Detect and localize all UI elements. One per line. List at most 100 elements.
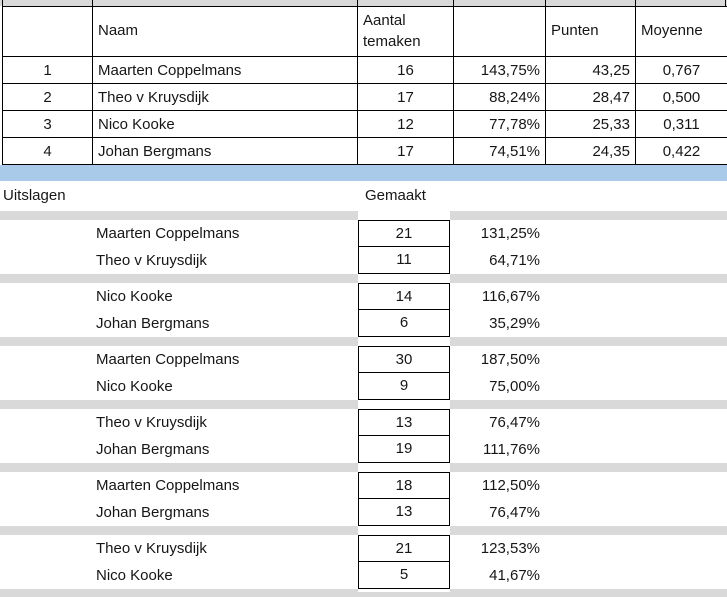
made-value-cell[interactable]: 19 <box>358 436 450 463</box>
points-cell[interactable]: 24,35 <box>545 137 636 165</box>
header-rank-cell[interactable] <box>2 6 93 57</box>
rank-cell[interactable]: 1 <box>2 56 93 84</box>
player-name-cell[interactable]: Theo v Kruysdijk <box>96 414 207 431</box>
percentage-cell[interactable]: 111,76% <box>483 441 540 458</box>
match-group: Maarten Coppelmans 21 131,25% Theo v Kru… <box>0 211 727 274</box>
match-player-row: Maarten Coppelmans 21 131,25% <box>0 220 727 247</box>
clipped-top-row <box>0 0 727 6</box>
results-title[interactable]: Uitslagen <box>3 187 66 204</box>
player-name-cell[interactable]: Maarten Coppelmans <box>96 225 240 242</box>
highlight-band <box>0 165 727 181</box>
results-header-row: Uitslagen Gemaakt <box>0 181 727 211</box>
made-value-cell[interactable]: 11 <box>358 247 450 274</box>
name-cell[interactable]: Theo v Kruysdijk <box>92 83 358 111</box>
header-average-cell[interactable]: Moyenne <box>635 6 727 57</box>
percentage-cell[interactable]: 74,51% <box>453 137 546 165</box>
standings-row: 2 Theo v Kruysdijk 17 88,24% 28,47 0,500 <box>2 83 727 111</box>
percentage-cell[interactable]: 41,67% <box>489 567 540 584</box>
made-value-cell[interactable]: 21 <box>358 220 450 247</box>
made-value-cell[interactable]: 14 <box>358 283 450 310</box>
grid-line <box>635 0 636 6</box>
percentage-cell[interactable]: 88,24% <box>453 83 546 111</box>
row-separator <box>0 400 727 409</box>
percentage-cell[interactable]: 116,67% <box>481 288 540 305</box>
player-name-cell[interactable]: Nico Kooke <box>96 567 173 584</box>
player-name-cell[interactable]: Johan Bergmans <box>96 504 210 521</box>
name-cell[interactable]: Maarten Coppelmans <box>92 56 358 84</box>
points-cell[interactable]: 28,47 <box>545 83 636 111</box>
rank-cell[interactable]: 2 <box>2 83 93 111</box>
match-player-row: Johan Bergmans 6 35,29% <box>0 310 727 337</box>
average-cell[interactable]: 0,311 <box>635 110 727 138</box>
made-value-cell[interactable]: 6 <box>358 310 450 337</box>
rank-cell[interactable]: 3 <box>2 110 93 138</box>
match-group: Theo v Kruysdijk 21 123,53% Nico Kooke 5… <box>0 526 727 589</box>
header-percentage-cell[interactable] <box>453 6 546 57</box>
player-name-cell[interactable]: Johan Bergmans <box>96 441 210 458</box>
player-name-cell[interactable]: Maarten Coppelmans <box>96 477 240 494</box>
match-player-row: Johan Bergmans 19 111,76% <box>0 436 727 463</box>
made-value-cell[interactable]: 13 <box>358 499 450 526</box>
match-player-row: Nico Kooke 14 116,67% <box>0 283 727 310</box>
percentage-cell[interactable]: 112,50% <box>481 477 540 494</box>
name-cell[interactable]: Nico Kooke <box>92 110 358 138</box>
player-name-cell[interactable]: Nico Kooke <box>96 288 173 305</box>
attempts-cell[interactable]: 12 <box>357 110 454 138</box>
header-points-cell[interactable]: Punten <box>545 6 636 57</box>
match-group: Nico Kooke 14 116,67% Johan Bergmans 6 3… <box>0 274 727 337</box>
percentage-cell[interactable]: 76,47% <box>489 414 540 431</box>
made-value-cell[interactable]: 30 <box>358 346 450 373</box>
made-value-cell[interactable]: 18 <box>358 472 450 499</box>
attempts-cell[interactable]: 17 <box>357 83 454 111</box>
made-column-label[interactable]: Gemaakt <box>365 187 426 204</box>
made-value-cell[interactable]: 21 <box>358 535 450 562</box>
player-name-cell[interactable]: Theo v Kruysdijk <box>96 252 207 269</box>
percentage-cell[interactable]: 187,50% <box>480 351 540 368</box>
name-cell[interactable]: Johan Bergmans <box>92 137 358 165</box>
player-name-cell[interactable]: Johan Bergmans <box>96 315 210 332</box>
header-attempts-cell[interactable]: Aantal temaken <box>357 6 454 57</box>
made-value-cell[interactable]: 9 <box>358 373 450 400</box>
average-cell[interactable]: 0,422 <box>635 137 727 165</box>
percentage-cell[interactable]: 143,75% <box>453 56 546 84</box>
match-player-row: Maarten Coppelmans 18 112,50% <box>0 472 727 499</box>
match-player-row: Johan Bergmans 13 76,47% <box>0 499 727 526</box>
standings-row: 4 Johan Bergmans 17 74,51% 24,35 0,422 <box>2 137 727 165</box>
match-player-row: Nico Kooke 5 41,67% <box>0 562 727 589</box>
percentage-cell[interactable]: 35,29% <box>489 315 540 332</box>
match-player-row: Theo v Kruysdijk 21 123,53% <box>0 535 727 562</box>
percentage-cell[interactable]: 77,78% <box>453 110 546 138</box>
average-cell[interactable]: 0,767 <box>635 56 727 84</box>
made-value-cell[interactable]: 13 <box>358 409 450 436</box>
points-cell[interactable]: 25,33 <box>545 110 636 138</box>
rank-cell[interactable]: 4 <box>2 137 93 165</box>
row-separator <box>0 526 727 535</box>
row-separator <box>0 337 727 346</box>
grid-line <box>545 0 546 6</box>
match-player-row: Theo v Kruysdijk 11 64,71% <box>0 247 727 274</box>
match-player-row: Theo v Kruysdijk 13 76,47% <box>0 409 727 436</box>
player-name-cell[interactable]: Theo v Kruysdijk <box>96 540 207 557</box>
player-name-cell[interactable]: Nico Kooke <box>96 378 173 395</box>
grid-line <box>725 0 726 6</box>
points-cell[interactable]: 43,25 <box>545 56 636 84</box>
row-separator <box>0 463 727 472</box>
clipped-bottom-row <box>0 589 727 597</box>
row-separator <box>0 211 727 220</box>
percentage-cell[interactable]: 75,00% <box>489 378 540 395</box>
standings-table: Naam Aantal temaken Punten Moyenne 1 Maa… <box>2 6 727 165</box>
player-name-cell[interactable]: Maarten Coppelmans <box>96 351 240 368</box>
average-cell[interactable]: 0,500 <box>635 83 727 111</box>
percentage-cell[interactable]: 64,71% <box>489 252 540 269</box>
attempts-cell[interactable]: 17 <box>357 137 454 165</box>
grid-line <box>357 0 358 6</box>
attempts-cell[interactable]: 16 <box>357 56 454 84</box>
match-player-row: Nico Kooke 9 75,00% <box>0 373 727 400</box>
percentage-cell[interactable]: 131,25% <box>480 225 540 242</box>
percentage-cell[interactable]: 76,47% <box>489 504 540 521</box>
match-group: Maarten Coppelmans 18 112,50% Johan Berg… <box>0 463 727 526</box>
header-name-cell[interactable]: Naam <box>92 6 358 57</box>
percentage-cell[interactable]: 123,53% <box>480 540 540 557</box>
made-value-cell[interactable]: 5 <box>358 562 450 589</box>
